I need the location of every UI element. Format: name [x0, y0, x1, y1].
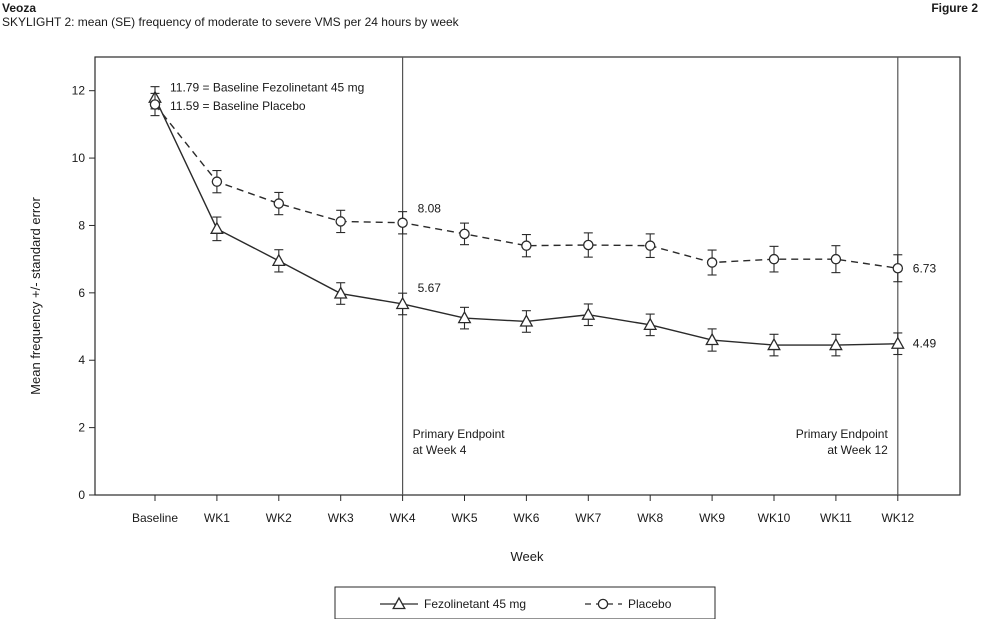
- data-point: [209, 221, 224, 234]
- legend-item: Fezolinetant 45 mg: [380, 596, 526, 611]
- y-tick-label: 0: [78, 488, 85, 502]
- chart-title: SKYLIGHT 2: mean (SE) frequency of moder…: [2, 15, 459, 29]
- y-tick-label: 6: [78, 286, 85, 300]
- legend-item: Placebo: [585, 597, 672, 611]
- data-point: [397, 217, 408, 229]
- data-point: [830, 253, 842, 265]
- axes: 0 2 4 6 8 10 12 Baseline WK1 WK2 WK3 WK4 WK5 WK6 WK7 WK…: [72, 56, 961, 525]
- reference-lines: Primary Endpoint at Week 4 Primary Endpoin…: [402, 57, 899, 495]
- figure-label: Figure 2: [931, 1, 978, 15]
- x-tick-label: WK7: [575, 511, 601, 525]
- legend: Fezolinetant 45 mg Placebo: [334, 586, 716, 619]
- x-tick-label: WK5: [451, 511, 477, 525]
- data-point: [519, 314, 534, 327]
- data-point: [335, 216, 346, 227]
- data-point: [706, 257, 718, 268]
- data-annotation: 5.67: [418, 281, 442, 295]
- data-point: [273, 198, 285, 209]
- series-fezolinetant: [148, 86, 905, 357]
- y-tick-label: 8: [78, 218, 85, 232]
- y-tick-label: 10: [72, 151, 86, 165]
- legend-label: Placebo: [628, 597, 672, 611]
- y-tick-label: 2: [78, 421, 85, 435]
- reference-line-label: Primary Endpoint: [796, 427, 889, 441]
- data-point: [890, 336, 905, 349]
- brand-name: Veoza: [2, 1, 37, 15]
- data-point: [892, 263, 904, 274]
- data-point: [521, 240, 532, 251]
- x-tick-label: WK1: [204, 511, 230, 525]
- series-line: [154, 97, 898, 346]
- data-point: [333, 286, 348, 299]
- data-annotation: 11.59 = Baseline Placebo: [170, 99, 306, 113]
- x-tick-label: WK6: [513, 511, 539, 525]
- data-point: [768, 253, 780, 265]
- y-axis-label: Mean frequency +/- standard error: [28, 197, 43, 395]
- x-tick-label: WK10: [758, 511, 791, 525]
- data-point: [767, 337, 781, 351]
- plot-frame: [94, 56, 961, 496]
- data-annotation: 4.49: [913, 337, 937, 351]
- series-placebo: [149, 92, 904, 283]
- data-point: [644, 240, 656, 251]
- legend-marker: [392, 596, 406, 610]
- x-tick-label: WK8: [637, 511, 663, 525]
- x-tick-label: WK12: [881, 511, 914, 525]
- y-tick-label: 12: [72, 84, 86, 98]
- data-point: [457, 310, 472, 324]
- data-point: [705, 332, 720, 346]
- series-layer: [148, 86, 905, 357]
- x-tick-label: WK2: [266, 511, 292, 525]
- x-axis-label: Week: [511, 549, 544, 564]
- reference-line-label: at Week 4: [413, 443, 467, 457]
- data-point: [271, 253, 286, 266]
- data-point: [581, 307, 596, 320]
- annotations: 11.79 = Baseline Fezolinetant 45 mg 11.59…: [170, 80, 936, 350]
- data-annotation: 6.73: [913, 261, 937, 275]
- x-tick-label: WK11: [820, 511, 852, 525]
- x-tick-label: WK3: [328, 511, 354, 525]
- data-point: [828, 337, 843, 351]
- data-point: [395, 296, 410, 310]
- data-point: [149, 99, 161, 110]
- data-annotation: 8.08: [418, 202, 442, 216]
- x-tick-label: Baseline: [132, 511, 178, 525]
- reference-line-label: Primary Endpoint: [413, 427, 506, 441]
- x-tick-label: WK4: [390, 511, 416, 525]
- reference-line-label: at Week 12: [827, 443, 888, 457]
- data-point: [583, 239, 594, 251]
- data-point: [459, 228, 470, 240]
- data-point: [643, 317, 658, 331]
- data-point: [211, 176, 223, 187]
- y-tick-label: 4: [78, 353, 85, 367]
- legend-label: Fezolinetant 45 mg: [424, 597, 526, 611]
- data-annotation: 11.79 = Baseline Fezolinetant 45 mg: [170, 80, 364, 94]
- legend-marker: [597, 598, 609, 610]
- x-tick-label: WK9: [699, 511, 725, 525]
